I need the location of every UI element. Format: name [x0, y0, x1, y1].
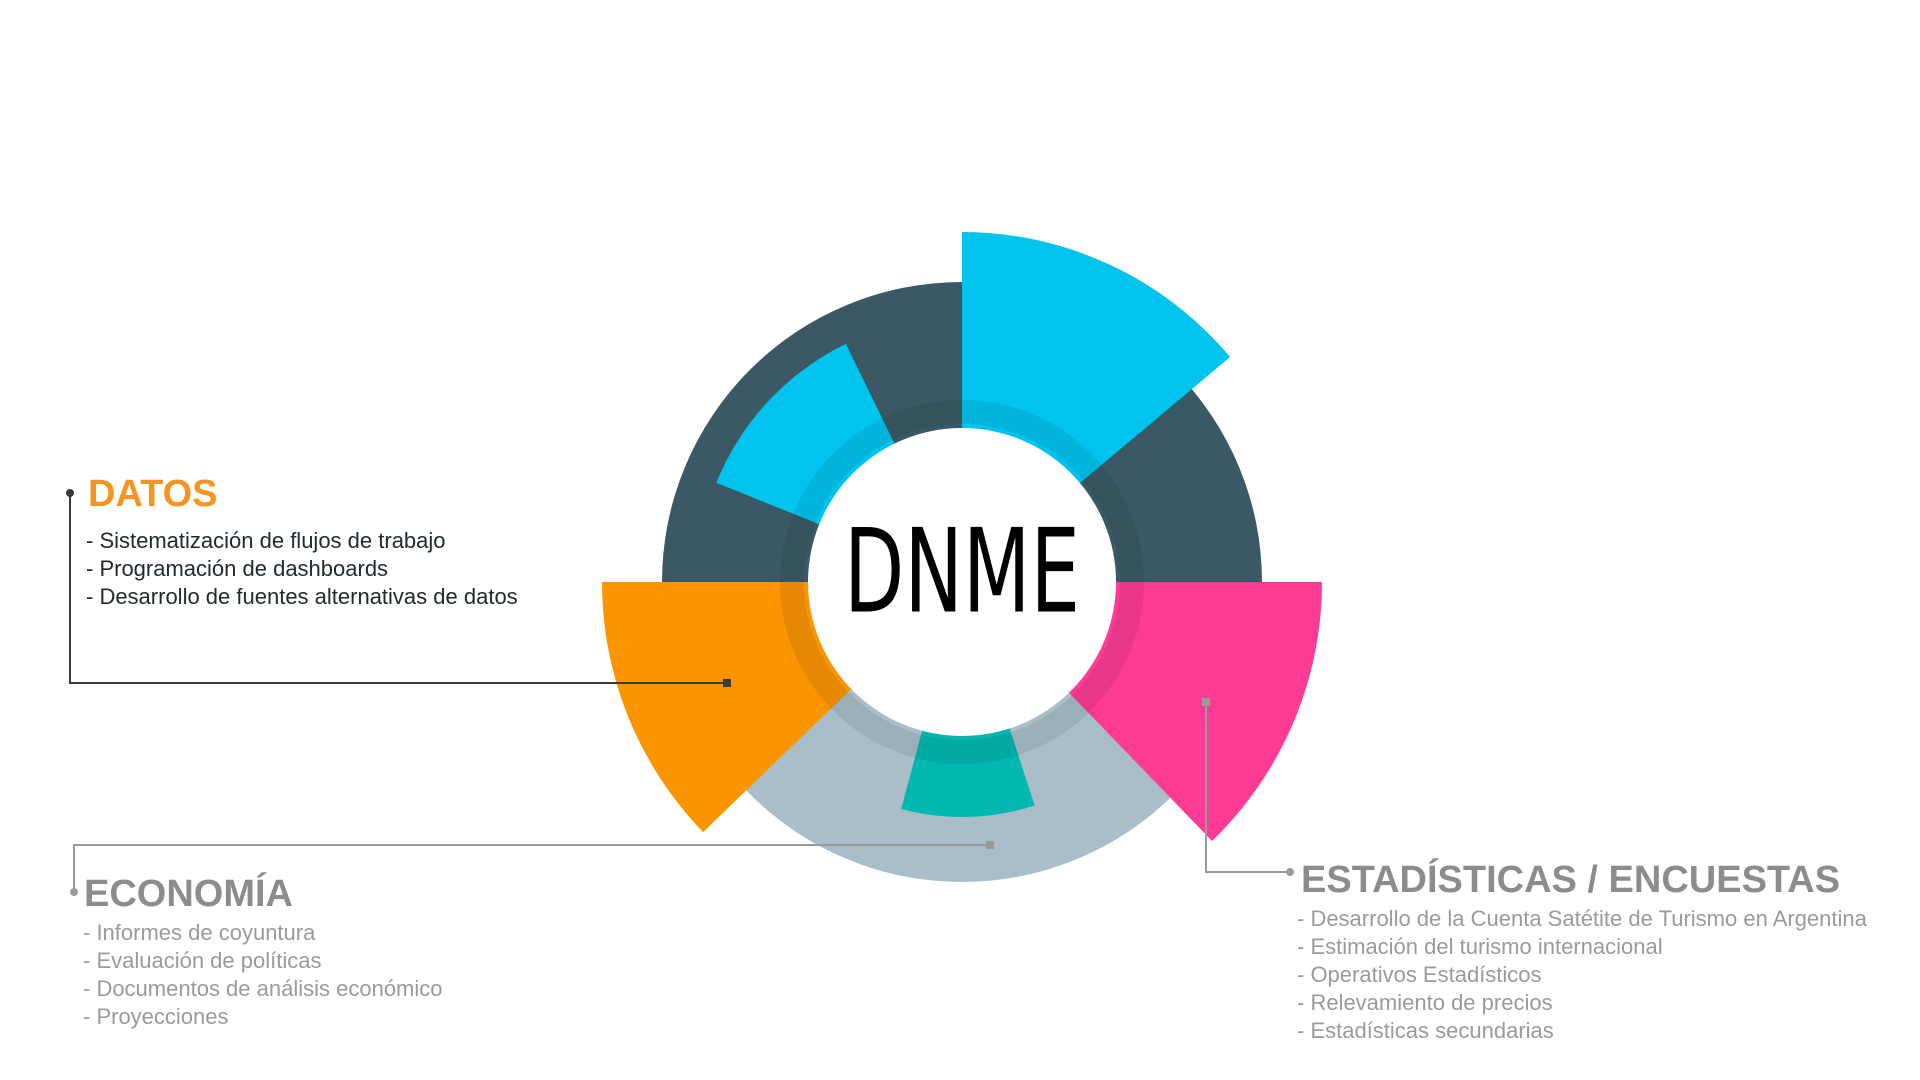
estadisticas-item: - Estimación del turismo internacional	[1297, 934, 1663, 959]
teal-segment	[901, 724, 1035, 817]
economia-item: - Proyecciones	[83, 1004, 229, 1029]
connectors	[66, 489, 1294, 896]
datos-item: - Sistematización de flujos de trabajo	[86, 528, 446, 553]
inner-shadow-ring	[780, 400, 1144, 764]
estadisticas-title: ESTADÍSTICAS / ENCUESTAS	[1301, 859, 1841, 901]
economia-connector-dot	[70, 888, 78, 896]
datos-connector-line	[69, 493, 727, 684]
economia-item: - Evaluación de políticas	[83, 948, 322, 973]
center-circle	[808, 428, 1116, 736]
cyan-large-segment	[962, 232, 1231, 486]
datos-list: - Sistematización de flujos de trabajo -…	[86, 527, 518, 611]
economia-item: - Informes de coyuntura	[83, 920, 316, 945]
datos-connector-dot	[66, 489, 74, 497]
economia-connector-line	[73, 844, 990, 892]
orange-segment	[602, 582, 855, 833]
datos-connector-square	[723, 679, 731, 687]
economia-item: - Documentos de análisis económico	[83, 976, 443, 1001]
wheel	[602, 232, 1322, 882]
estadisticas-item: - Relevamiento de precios	[1297, 990, 1553, 1015]
estadisticas-item: - Desarrollo de la Cuenta Satétite de Tu…	[1297, 906, 1867, 931]
datos-item: - Programación de dashboards	[86, 556, 389, 581]
estadisticas-connector-line	[1205, 702, 1290, 873]
datos-item: - Desarrollo de fuentes alternativas de …	[86, 584, 518, 609]
estadisticas-list: - Desarrollo de la Cuenta Satétite de Tu…	[1297, 905, 1867, 1045]
economia-title: ECONOMÍA	[84, 873, 293, 915]
estadisticas-item: - Estadísticas secundarias	[1297, 1018, 1554, 1043]
estadisticas-connector-dot	[1286, 868, 1294, 876]
datos-title: DATOS	[88, 473, 218, 515]
economia-list: - Informes de coyuntura - Evaluación de …	[83, 919, 443, 1031]
estadisticas-connector-square	[1202, 698, 1210, 706]
economia-connector-square	[986, 841, 994, 849]
estadisticas-item: - Operativos Estadísticos	[1297, 962, 1542, 987]
pink-segment	[1066, 582, 1322, 841]
center-label: DNME	[844, 505, 1080, 640]
